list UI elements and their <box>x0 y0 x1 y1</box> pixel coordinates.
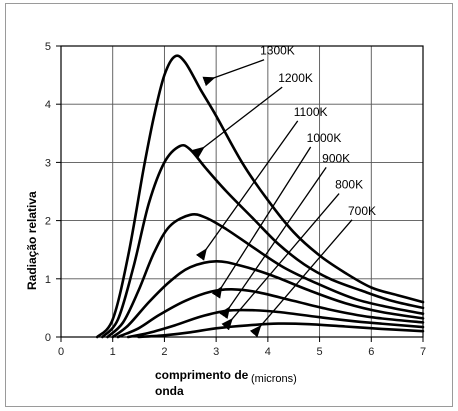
x-axis-unit: (microns) <box>251 373 297 385</box>
annotation-label-800k: 800K <box>335 178 363 192</box>
annotation-arrow-800k <box>221 193 340 331</box>
x-tick-label: 2 <box>161 346 167 358</box>
x-tick-label: 3 <box>213 346 219 358</box>
curve-1000k <box>111 259 425 339</box>
x-tick-label: 6 <box>368 346 374 358</box>
y-tick-label: 0 <box>45 332 51 344</box>
x-axis-label-line2: onda <box>155 384 184 398</box>
x-tick-label: 7 <box>420 346 426 358</box>
annotation-label-1000k: 1000K <box>307 131 342 145</box>
y-tick-label: 4 <box>45 99 51 111</box>
chart-frame <box>5 3 453 407</box>
x-tick-label: 1 <box>110 346 116 358</box>
curve-1200k <box>101 143 425 339</box>
x-tick-label: 0 <box>58 346 64 358</box>
annotation-label-700k: 700K <box>348 204 376 218</box>
x-axis-ticks: 0 1 2 3 4 5 6 7 <box>58 337 426 358</box>
y-tick-label: 2 <box>45 216 51 228</box>
annotation-arrows: 1300K 1200K 1100K 1000K 900K 800K 700K <box>192 44 376 338</box>
y-tick-label: 3 <box>45 157 51 169</box>
y-tick-label: 1 <box>45 274 51 286</box>
annotation-arrow-1000k <box>211 146 312 299</box>
curve-900k <box>116 287 425 339</box>
y-tick-label: 5 <box>45 41 51 53</box>
annotation-arrow-700k <box>249 219 353 338</box>
annotation-label-1200k: 1200K <box>278 71 313 85</box>
plot-area <box>60 45 424 338</box>
annotation-arrow-1200k <box>192 86 283 158</box>
annotation-label-900k: 900K <box>322 151 350 165</box>
annotation-arrow-900k <box>219 167 327 319</box>
annotation-label-1300k: 1300K <box>260 44 295 58</box>
x-tick-label: 4 <box>265 346 271 358</box>
annotation-arrow-1100k <box>195 120 299 261</box>
curve-700k <box>137 322 425 339</box>
y-axis-ticks: 0 1 2 3 4 5 <box>45 41 61 344</box>
curves <box>95 54 425 339</box>
curve-1100k <box>106 212 425 339</box>
x-axis-label-line1: comprimento de <box>155 368 249 382</box>
curve-1300k <box>95 54 425 339</box>
y-axis-label: Radiação relativa <box>25 191 39 290</box>
x-tick-label: 5 <box>317 346 323 358</box>
annotation-label-1100k: 1100K <box>294 105 328 119</box>
annotation-arrow-1300k <box>202 59 265 87</box>
